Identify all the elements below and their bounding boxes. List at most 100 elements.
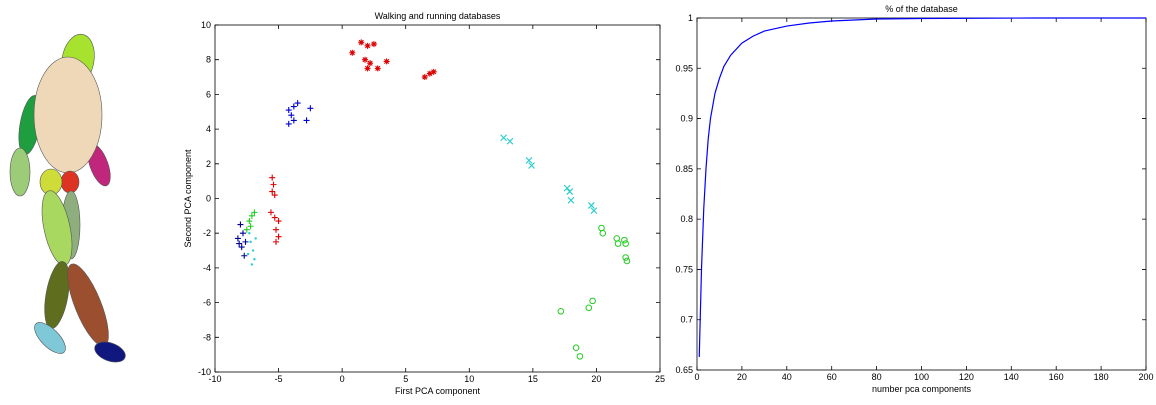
- point: [271, 192, 278, 199]
- point: [358, 39, 365, 46]
- point: [421, 74, 428, 81]
- x-tick-label: -10: [208, 374, 221, 384]
- y-tick-label: 0.8: [680, 214, 693, 224]
- point: [364, 65, 371, 72]
- x-tick-label: 5: [403, 374, 408, 384]
- point: [500, 134, 508, 142]
- y-tick-label: -6: [203, 298, 211, 308]
- point: [599, 229, 607, 237]
- x-tick-label: 15: [528, 374, 538, 384]
- plot-area: [214, 24, 661, 373]
- point: [238, 244, 245, 251]
- y-tick-label: 1: [688, 13, 693, 23]
- point: [253, 258, 256, 261]
- point: [430, 68, 437, 75]
- line: [698, 17, 1146, 357]
- point: [236, 240, 243, 247]
- y-tick-label: 0.75: [675, 264, 693, 274]
- point: [362, 56, 369, 63]
- point: [237, 221, 244, 228]
- point: [270, 181, 277, 188]
- y-tick-label: 0.65: [675, 365, 693, 375]
- point: [275, 218, 282, 225]
- point: [364, 42, 371, 49]
- point: [254, 237, 257, 240]
- point: [572, 344, 580, 352]
- point: [370, 41, 377, 48]
- x-tick-label: 10: [464, 374, 474, 384]
- y-tick-label: 0.85: [675, 164, 693, 174]
- x-tick-label: 160: [1049, 372, 1064, 382]
- point: [623, 257, 631, 265]
- point: [247, 223, 254, 230]
- point: [275, 233, 282, 240]
- y-tick-label: 10: [201, 20, 211, 30]
- point: [426, 70, 433, 77]
- point: [251, 249, 255, 252]
- x-tick-label: 60: [827, 372, 837, 382]
- chart-title: Walking and running databases: [375, 11, 501, 21]
- x-tick-label: -5: [275, 374, 283, 384]
- y-tick-label: -10: [198, 367, 211, 377]
- point: [290, 117, 297, 124]
- y-axis-label: Second PCA component: [183, 149, 193, 248]
- y-tick-label: -2: [203, 228, 211, 238]
- x-tick-label: 20: [591, 374, 601, 384]
- x-tick-label: 200: [1138, 372, 1153, 382]
- point: [525, 156, 533, 164]
- point: [307, 105, 314, 112]
- point: [250, 263, 254, 266]
- point: [285, 107, 292, 114]
- point: [622, 240, 629, 247]
- point: [622, 254, 629, 261]
- point: [590, 207, 598, 215]
- point: [383, 58, 390, 65]
- point: [246, 252, 250, 256]
- x-tick-label: 25: [655, 374, 665, 384]
- point: [303, 117, 310, 124]
- point: [613, 235, 621, 242]
- point: [374, 65, 381, 72]
- y-tick-label: 8: [206, 55, 211, 65]
- point: [290, 103, 297, 110]
- x-axis-label: First PCA component: [395, 386, 481, 396]
- point: [557, 307, 565, 315]
- point: [269, 174, 276, 181]
- y-tick-label: 6: [206, 89, 211, 99]
- point: [285, 120, 292, 127]
- point: [587, 202, 595, 209]
- point: [243, 226, 250, 233]
- y-tick-label: -4: [203, 263, 211, 273]
- x-tick-label: 0: [340, 374, 345, 384]
- point: [621, 236, 628, 244]
- x-tick-label: 40: [782, 372, 792, 382]
- y-tick-label: 2: [206, 159, 211, 169]
- x-tick-label: 180: [1094, 372, 1109, 382]
- x-tick-label: 100: [914, 372, 929, 382]
- point: [567, 196, 575, 204]
- point: [566, 188, 574, 195]
- point: [506, 137, 514, 145]
- x-tick-label: 140: [1004, 372, 1019, 382]
- x-tick-label: 120: [959, 372, 974, 382]
- point: [294, 100, 301, 107]
- y-tick-label: 0.7: [680, 315, 693, 325]
- point: [248, 212, 255, 219]
- point: [576, 353, 584, 360]
- y-tick-label: 4: [206, 124, 211, 134]
- point: [367, 60, 374, 67]
- point: [563, 184, 571, 192]
- y-tick-label: 0: [206, 194, 211, 204]
- point: [349, 49, 356, 56]
- point: [239, 230, 246, 237]
- point: [246, 218, 253, 225]
- point: [248, 232, 251, 235]
- point: [251, 209, 258, 216]
- y-tick-label: 0.9: [680, 114, 693, 124]
- point: [528, 162, 535, 169]
- point: [271, 214, 278, 221]
- y-tick-label: -8: [203, 332, 211, 342]
- point: [242, 238, 249, 245]
- point: [273, 226, 280, 233]
